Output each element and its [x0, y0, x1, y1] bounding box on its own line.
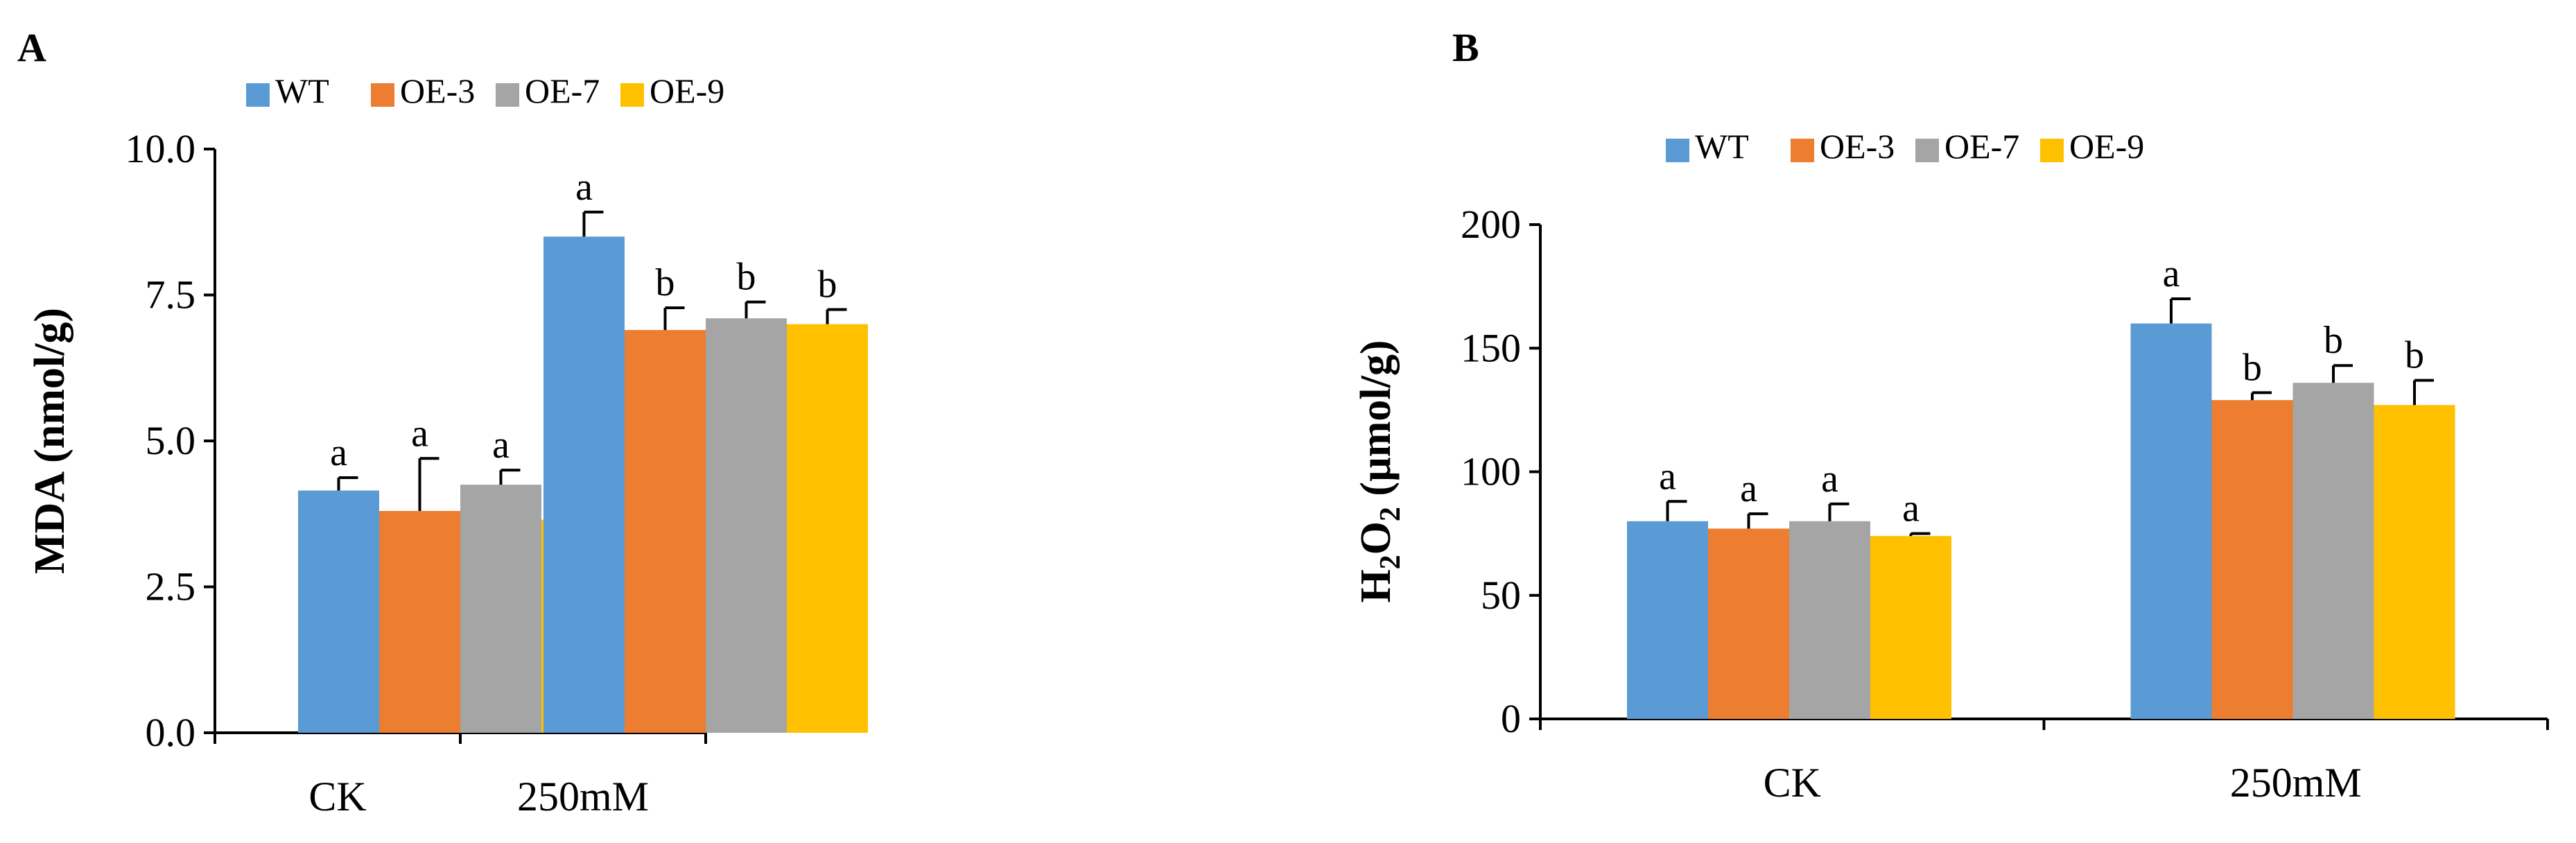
panel-a: A WT OE-3 OE-7 OE-9 0.0 2.5 5.0 7.5 10.0 CK 250mM a a… [17, 25, 868, 819]
legend-label-oe-7: OE-7 [1944, 127, 2019, 166]
bar-oe-7-250mm [706, 318, 787, 733]
legend-label-oe-9: OE-9 [650, 71, 724, 110]
bar-wt-ck [298, 490, 379, 733]
y-tick-label: 5.0 [146, 418, 196, 463]
category-label: 250mM [2230, 760, 2362, 806]
category-label: 250mM [517, 774, 649, 819]
significance-letter: a [575, 166, 593, 209]
bar-oe-3-250mm [625, 330, 706, 733]
y-axis-title: H2O2 (µmol/g) [1352, 340, 1407, 602]
bar-oe-9-250mm [787, 324, 868, 733]
significance-letter: a [411, 412, 428, 455]
legend-label-oe-3: OE-3 [400, 71, 475, 110]
bar-oe-7-ck [460, 485, 541, 733]
significance-letter: a [492, 424, 510, 467]
legend-swatch-oe-7 [1915, 139, 1939, 162]
legend-swatch-oe-9 [2040, 139, 2064, 162]
legend-label-oe-9: OE-9 [2069, 127, 2144, 166]
bar-oe-3-ck [379, 511, 460, 733]
y-tick-label: 2.5 [146, 564, 196, 609]
significance-letter: b [2243, 346, 2262, 389]
bar-wt-ck [1627, 521, 1708, 719]
significance-letter: b [737, 256, 756, 299]
y-tick-label: 50 [1481, 573, 1521, 618]
category-label: CK [308, 774, 366, 819]
legend-label-wt: WT [275, 71, 329, 110]
legend-swatch-wt [246, 83, 270, 107]
bar-oe-7-250mm [2292, 383, 2374, 719]
legend-label-oe-3: OE-3 [1820, 127, 1895, 166]
y-tick-label: 200 [1461, 202, 1521, 247]
significance-letter: a [1821, 458, 1838, 501]
y-tick-label: 7.5 [146, 272, 196, 318]
significance-letter: a [330, 431, 347, 474]
bar-oe-3-ck [1708, 528, 1789, 719]
legend-swatch-oe-3 [1791, 139, 1814, 162]
significance-letter: b [818, 263, 837, 306]
y-axis-title-part: H [1352, 569, 1400, 602]
bar-oe-9-ck [1870, 536, 1951, 719]
y-tick-label: 0.0 [146, 710, 196, 755]
bar-oe-3-250mm [2211, 400, 2293, 719]
significance-letter: a [2163, 252, 2180, 295]
bar-wt-250mm [543, 236, 625, 733]
significance-letter: a [1740, 467, 1757, 510]
y-axis-title-part: O [1352, 521, 1400, 555]
bar-oe-7-ck [1789, 521, 1870, 719]
y-axis-title-subscript: 2 [1375, 507, 1407, 521]
legend-label-wt: WT [1695, 127, 1749, 166]
y-tick-label: 10.0 [125, 126, 196, 171]
y-tick-label: 0 [1501, 696, 1521, 741]
y-axis-title-part: (µmol/g) [1352, 340, 1400, 507]
panel-label: A [17, 25, 46, 70]
legend-swatch-oe-3 [371, 83, 394, 107]
panel-b: B WT OE-3 OE-7 OE-9 0 50 100 150 200 CK 250mM a a a a a b… [1352, 25, 2549, 806]
significance-letter: a [1902, 487, 1920, 530]
category-label: CK [1764, 760, 1821, 806]
legend-swatch-oe-7 [496, 83, 519, 107]
significance-letter: b [2324, 319, 2343, 362]
bar-wt-250mm [2130, 323, 2212, 720]
bar-oe-9-250mm [2374, 405, 2455, 719]
legend-swatch-wt [1666, 139, 1689, 162]
legend-swatch-oe-9 [620, 83, 644, 107]
panel-label: B [1452, 25, 1479, 70]
y-tick-label: 100 [1461, 449, 1521, 494]
y-tick-label: 150 [1461, 325, 1521, 370]
legend-label-oe-7: OE-7 [525, 71, 600, 110]
significance-letter: b [656, 261, 675, 304]
y-axis-title: MDA (nmol/g) [26, 308, 73, 574]
significance-letter: a [1659, 455, 1676, 498]
significance-letter: b [2405, 334, 2424, 377]
y-axis-title-subscript: 2 [1375, 555, 1407, 569]
